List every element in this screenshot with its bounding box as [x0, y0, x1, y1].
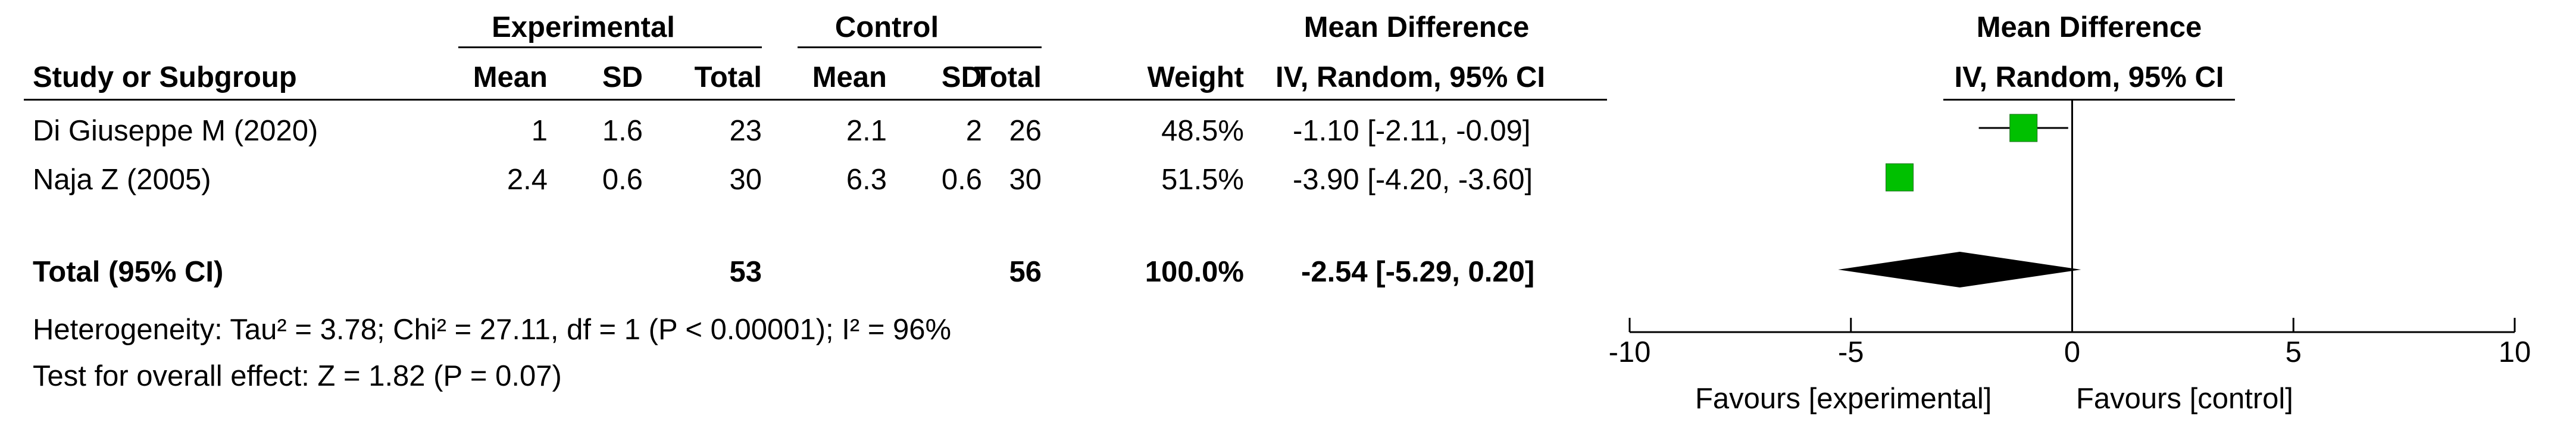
method-header-left: IV, Random, 95% CI [1276, 61, 1545, 93]
method-header-right: IV, Random, 95% CI [1954, 61, 2224, 93]
ctl-mean-value: 6.3 [846, 164, 887, 196]
exp-mean-value: 1 [531, 115, 548, 147]
total-ci-value: -2.54 [-5.29, 0.20] [1301, 256, 1535, 288]
ctl-sd-header: SD [941, 61, 982, 93]
favours-control-label: Favours [control] [2076, 383, 2293, 415]
study-name: Naja Z (2005) [33, 164, 211, 196]
ctl-mean-header: Mean [812, 61, 887, 93]
exp-sd-header: SD [602, 61, 643, 93]
ci-value: -1.10 [-2.11, -0.09] [1293, 115, 1531, 147]
total-ctl-total: 56 [1009, 256, 1042, 288]
mean-difference-header-right: Mean Difference [1976, 11, 2202, 43]
x-axis-tick-label: -10 [1609, 336, 1651, 368]
overall-effect-text: Test for overall effect: Z = 1.82 (P = 0… [33, 360, 562, 392]
study-name: Di Giuseppe M (2020) [33, 115, 318, 147]
study-point-marker [2009, 114, 2038, 142]
control-group-header: Control [834, 11, 939, 43]
ctl-mean-value: 2.1 [846, 115, 887, 147]
experimental-header-rule [458, 46, 762, 48]
exp-total-value: 23 [729, 115, 762, 147]
x-axis-tick-label: 10 [2499, 336, 2531, 368]
x-axis-tick-label: 0 [2064, 336, 2080, 368]
header-rule [24, 99, 1607, 101]
x-axis-tick-label: -5 [1838, 336, 1864, 368]
ctl-sd-value: 2 [965, 115, 982, 147]
weight-value: 51.5% [1161, 164, 1244, 196]
total-label: Total (95% CI) [33, 256, 224, 288]
experimental-group-header: Experimental [492, 11, 675, 43]
weight-header: Weight [1147, 61, 1244, 93]
weight-value: 48.5% [1161, 115, 1244, 147]
exp-mean-header: Mean [473, 61, 548, 93]
pooled-estimate-diamond [1838, 252, 2081, 287]
exp-total-header: Total [694, 61, 762, 93]
study-point-marker [1886, 163, 1914, 192]
heterogeneity-text: Heterogeneity: Tau² = 3.78; Chi² = 27.11… [33, 314, 952, 346]
exp-sd-value: 1.6 [602, 115, 643, 147]
header-rule-right [1943, 99, 2235, 101]
exp-total-value: 30 [729, 164, 762, 196]
favours-experimental-label: Favours [experimental] [1695, 383, 1992, 415]
control-header-rule [798, 46, 1042, 48]
exp-sd-value: 0.6 [602, 164, 643, 196]
total-exp-total: 53 [729, 256, 762, 288]
x-axis-tick-label: 5 [2286, 336, 2302, 368]
total-weight: 100.0% [1145, 256, 1244, 288]
ctl-total-header: Total [974, 61, 1042, 93]
ci-value: -3.90 [-4.20, -3.60] [1293, 164, 1533, 196]
exp-mean-value: 2.4 [507, 164, 548, 196]
mean-difference-header-left: Mean Difference [1303, 11, 1530, 43]
ctl-total-value: 26 [1009, 115, 1042, 147]
ctl-total-value: 30 [1009, 164, 1042, 196]
study-column-header: Study or Subgroup [33, 61, 297, 93]
ctl-sd-value: 0.6 [941, 164, 982, 196]
